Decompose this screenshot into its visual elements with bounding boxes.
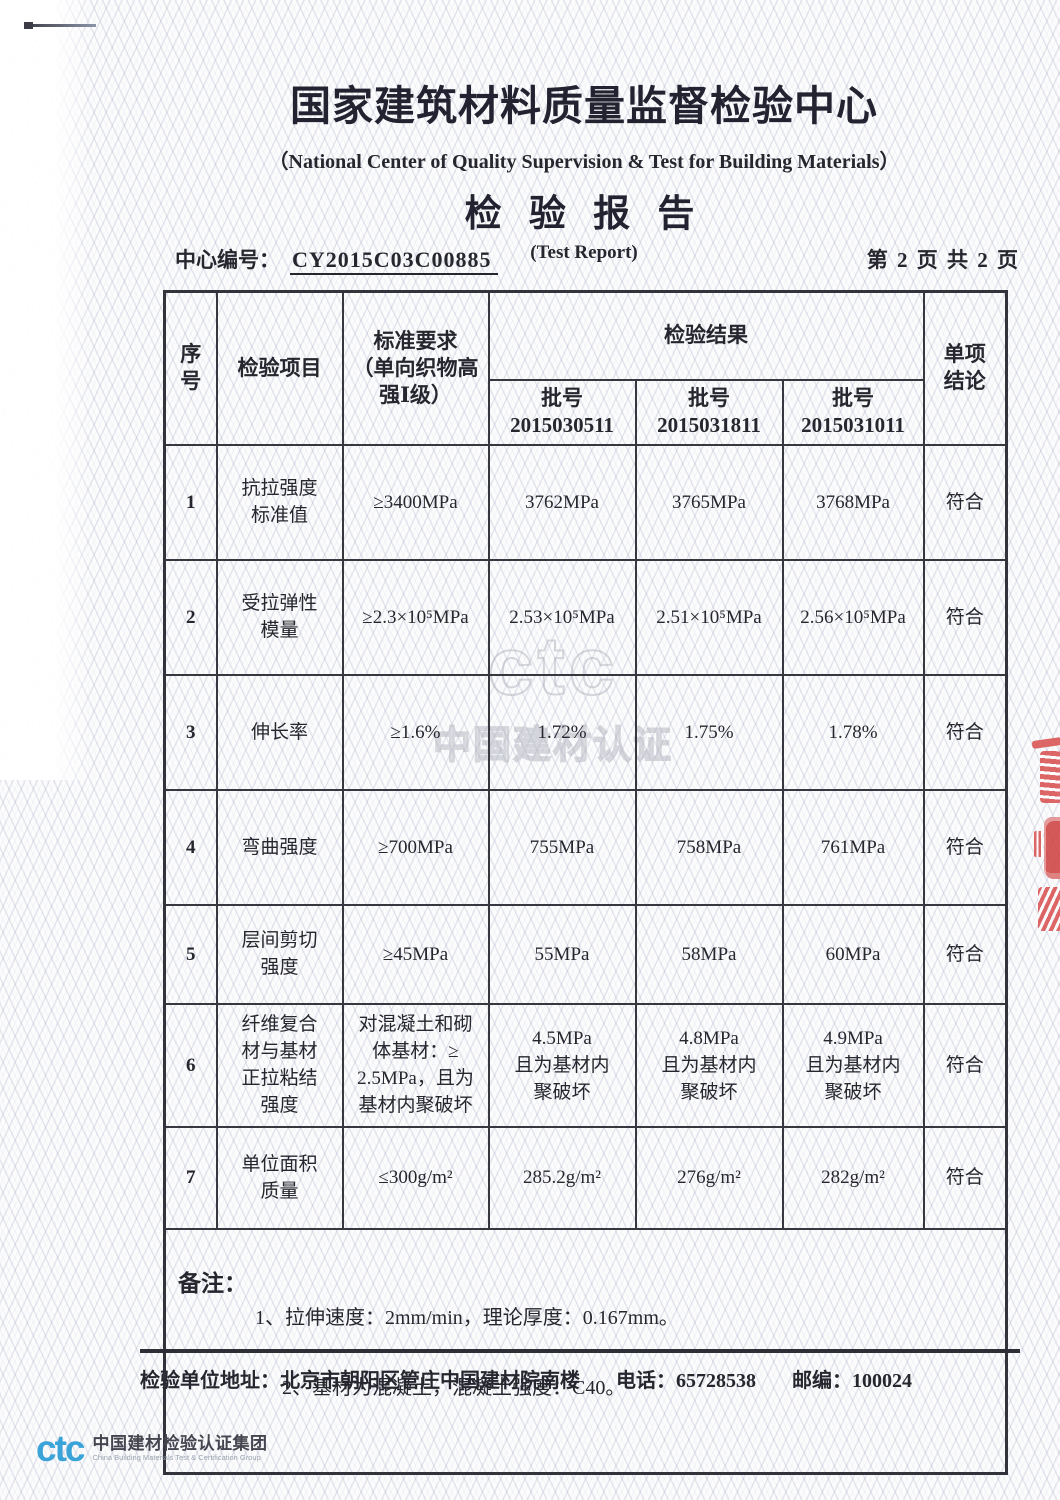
cell-result-2: 1.75% bbox=[634, 673, 784, 791]
cell-result-1: 3762MPa bbox=[487, 443, 637, 561]
cell-no: 2 bbox=[163, 558, 218, 676]
seal-stroke bbox=[1040, 751, 1060, 803]
cell-no: 3 bbox=[163, 673, 218, 791]
cell-no: 5 bbox=[163, 903, 218, 1005]
center-number: 中心编号： CY2015C03C00885 bbox=[175, 244, 498, 275]
cell-result-3: 1.78% bbox=[781, 673, 925, 791]
cell-result-1: 1.72% bbox=[487, 673, 637, 791]
table-row: 5 层间剪切 强度 ≥45MPa 55MPa 58MPa 60MPa 符合 bbox=[163, 903, 1008, 1005]
col-header-batch-2: 批号 2015031811 bbox=[634, 378, 784, 446]
table-row: 4 弯曲强度 ≥700MPa 755MPa 758MPa 761MPa 符合 bbox=[163, 788, 1008, 906]
cell-result-3: 761MPa bbox=[781, 788, 925, 906]
cell-result-3: 282g/m² bbox=[781, 1125, 925, 1230]
table-row: 2 受拉弹性 模量 ≥2.3×10⁵MPa 2.53×10⁵MPa 2.51×1… bbox=[163, 558, 1008, 676]
seal-stroke bbox=[1034, 831, 1043, 857]
footer-phone: 电话：65728538 bbox=[616, 1370, 756, 1392]
cell-result-1: 4.5MPa 且为基材内 聚破坏 bbox=[487, 1002, 637, 1128]
page-indicator: 第 2 页 共 2 页 bbox=[866, 248, 1020, 272]
table-row: 6 纤维复合 材与基材 正拉粘结 强度 对混凝土和砌 体基材：≥ 2.5MPa，… bbox=[163, 1002, 1008, 1128]
cell-conclusion: 符合 bbox=[922, 558, 1008, 676]
cell-result-3: 4.9MPa 且为基材内 聚破坏 bbox=[781, 1002, 925, 1128]
cell-item: 纤维复合 材与基材 正拉粘结 强度 bbox=[215, 1002, 344, 1128]
cell-item: 单位面积 质量 bbox=[215, 1125, 344, 1230]
cell-item: 弯曲强度 bbox=[215, 788, 344, 906]
document-header: 国家建筑材料质量监督检验中心 （National Center of Quali… bbox=[104, 72, 1060, 264]
report-title-english: (Test Report) bbox=[530, 242, 638, 263]
cell-result-2: 276g/m² bbox=[634, 1125, 784, 1230]
note-line: 1、拉伸速度：2mm/min，理论厚度：0.167mm。 bbox=[255, 1306, 679, 1329]
footer-divider bbox=[140, 1349, 1020, 1353]
center-number-value: CY2015C03C00885 bbox=[290, 247, 498, 275]
col-header-batch-1: 批号 2015030511 bbox=[487, 378, 637, 446]
seal-stroke bbox=[1038, 887, 1060, 931]
seal-stroke bbox=[1031, 736, 1060, 750]
scan-artifact-line bbox=[24, 22, 96, 29]
test-results-table: 序 号 检验项目 标准要求 （单向织物高 强Ⅰ级） 检验结果 单项 结论 批号 … bbox=[163, 290, 1009, 1475]
center-number-label: 中心编号： bbox=[175, 248, 280, 272]
footer-zip: 邮编：100024 bbox=[792, 1370, 912, 1392]
col-header-batch-3: 批号 2015031011 bbox=[781, 378, 925, 446]
cell-result-1: 755MPa bbox=[487, 788, 637, 906]
note-line: 2、基材为混凝土，混凝土强度：C40。 bbox=[282, 1376, 626, 1399]
cell-no: 4 bbox=[163, 788, 218, 906]
ctc-logo-name-en: China Building Materials Test & Certific… bbox=[92, 1453, 261, 1462]
cell-result-2: 4.8MPa 且为基材内 聚破坏 bbox=[634, 1002, 784, 1128]
col-header-results: 检验结果 bbox=[487, 290, 925, 381]
table-row: 1 抗拉强度 标准值 ≥3400MPa 3762MPa 3765MPa 3768… bbox=[163, 443, 1008, 561]
cell-no: 6 bbox=[163, 1002, 218, 1128]
cell-result-2: 758MPa bbox=[634, 788, 784, 906]
footer-contact: 检验单位地址：北京市朝阳区管庄中国建材院南楼 电话：65728538 邮编：10… bbox=[140, 1364, 1020, 1393]
cell-conclusion: 符合 bbox=[922, 673, 1008, 791]
seal-stroke bbox=[1044, 817, 1060, 879]
scan-edge-fade bbox=[0, 0, 92, 780]
cell-result-2: 3765MPa bbox=[634, 443, 784, 561]
red-seal-fragment bbox=[1016, 735, 1060, 940]
table-row: 3 伸长率 ≥1.6% 1.72% 1.75% 1.78% 符合 bbox=[163, 673, 1008, 791]
cell-result-2: 58MPa bbox=[634, 903, 784, 1005]
col-header-requirement: 标准要求 （单向织物高 强Ⅰ级） bbox=[341, 290, 490, 446]
cell-conclusion: 符合 bbox=[922, 1002, 1008, 1128]
page-title-english: （National Center of Quality Supervision … bbox=[268, 151, 900, 173]
footer-address: 检验单位地址：北京市朝阳区管庄中国建材院南楼 bbox=[140, 1370, 580, 1392]
cell-requirement: ≥3400MPa bbox=[341, 443, 490, 561]
page-title: 国家建筑材料质量监督检验中心 bbox=[290, 83, 878, 129]
col-header-conclusion: 单项 结论 bbox=[922, 290, 1008, 446]
cell-no: 7 bbox=[163, 1125, 218, 1230]
cell-requirement: ≥45MPa bbox=[341, 903, 490, 1005]
cell-result-3: 3768MPa bbox=[781, 443, 925, 561]
cell-item: 抗拉强度 标准值 bbox=[215, 443, 344, 561]
report-number-row: 中心编号： CY2015C03C00885 第 2 页 共 2 页 bbox=[175, 244, 1020, 275]
cell-requirement: ≥700MPa bbox=[341, 788, 490, 906]
col-header-no: 序 号 bbox=[163, 290, 218, 446]
cell-conclusion: 符合 bbox=[922, 788, 1008, 906]
notes-label: 备注： bbox=[178, 1270, 247, 1296]
cell-result-3: 60MPa bbox=[781, 903, 925, 1005]
cell-requirement: ≥2.3×10⁵MPa bbox=[341, 558, 490, 676]
cell-requirement: 对混凝土和砌 体基材：≥ 2.5MPa，且为 基材内聚破坏 bbox=[341, 1002, 490, 1128]
report-title: 检 验 报 告 bbox=[464, 194, 704, 235]
cell-requirement: ≥1.6% bbox=[341, 673, 490, 791]
notes: 备注： 1、拉伸速度：2mm/min，理论厚度：0.167mm。 2、基材为混凝… bbox=[178, 1267, 995, 1439]
cell-conclusion: 符合 bbox=[922, 443, 1008, 561]
cell-conclusion: 符合 bbox=[922, 903, 1008, 1005]
cell-result-3: 2.56×10⁵MPa bbox=[781, 558, 925, 676]
cell-item: 伸长率 bbox=[215, 673, 344, 791]
cell-requirement: ≤300g/m² bbox=[341, 1125, 490, 1230]
cell-item: 受拉弹性 模量 bbox=[215, 558, 344, 676]
cell-result-2: 2.51×10⁵MPa bbox=[634, 558, 784, 676]
table-row: 7 单位面积 质量 ≤300g/m² 285.2g/m² 276g/m² 282… bbox=[163, 1125, 1008, 1230]
ctc-logo-name-cn: 中国建材检验认证集团 bbox=[92, 1434, 268, 1453]
ctc-logo: ctc 中国建材检验认证集团 China Building Materials … bbox=[36, 1428, 268, 1469]
cell-no: 1 bbox=[163, 443, 218, 561]
cell-result-1: 285.2g/m² bbox=[487, 1125, 637, 1230]
cell-result-1: 2.53×10⁵MPa bbox=[487, 558, 637, 676]
col-header-item: 检验项目 bbox=[215, 290, 344, 446]
cell-conclusion: 符合 bbox=[922, 1125, 1008, 1230]
cell-item: 层间剪切 强度 bbox=[215, 903, 344, 1005]
ctc-logo-mark: ctc bbox=[36, 1428, 86, 1469]
cell-result-1: 55MPa bbox=[487, 903, 637, 1005]
